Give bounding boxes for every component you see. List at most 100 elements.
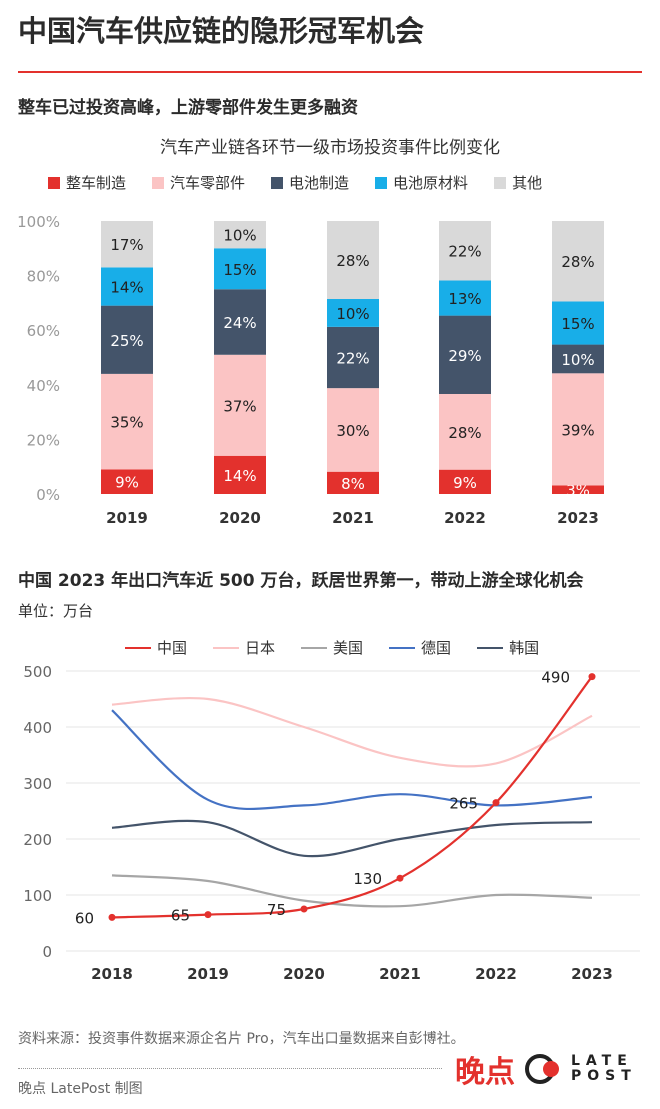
y-tick-label: 400 <box>23 719 52 737</box>
bar-segment <box>552 344 604 374</box>
legend-swatch <box>494 176 507 189</box>
data-point <box>204 911 212 919</box>
bar-segment <box>327 388 379 472</box>
bar-data-label: 10% <box>223 227 256 245</box>
bar-chart-title: 汽车产业链各环节一级市场投资事件比例变化 <box>160 138 500 158</box>
legend-label: 其他 <box>512 174 543 192</box>
bar-segment <box>101 267 153 306</box>
bar-data-label: 22% <box>448 243 481 261</box>
bar-segment <box>552 373 604 486</box>
y-tick-label: 200 <box>23 831 52 849</box>
bar-segment <box>327 326 379 389</box>
y-tick-label: 0% <box>36 486 60 504</box>
y-tick-label: 0 <box>42 943 52 961</box>
bar-data-label: 14% <box>223 467 256 485</box>
bar-segment <box>101 373 153 470</box>
section-heading-exports: 中国 2023 年出口汽车近 500 万台，跃居世界第一，带动上游全球化机会 <box>18 571 584 591</box>
page-title: 中国汽车供应链的隐形冠军机会 <box>18 14 425 48</box>
data-point <box>300 905 308 913</box>
y-tick-label: 80% <box>27 268 60 286</box>
legend-label: 德国 <box>421 639 452 657</box>
x-tick-label: 2018 <box>91 965 133 983</box>
data-label: 60 <box>75 909 94 927</box>
data-label: 265 <box>449 795 478 813</box>
legend-item: 德国 <box>389 637 451 658</box>
bar-data-label: 8% <box>341 475 365 493</box>
bar-segment <box>327 471 379 494</box>
dotted-divider <box>18 1068 442 1069</box>
y-tick-label: 100% <box>17 213 60 231</box>
legend-line <box>213 646 240 649</box>
data-label: 490 <box>541 669 570 687</box>
unit-label: 单位：万台 <box>18 602 94 620</box>
bar-data-label: 28% <box>448 424 481 442</box>
bar-data-label: 17% <box>110 236 143 254</box>
legend-label: 日本 <box>245 639 276 657</box>
series-line-日本 <box>111 696 593 768</box>
bar-segment <box>552 485 604 494</box>
x-tick-label: 2021 <box>379 965 421 983</box>
x-tick-label: 2019 <box>187 965 229 983</box>
bar-data-label: 15% <box>223 261 256 279</box>
bar-data-label: 10% <box>561 351 594 369</box>
bar-data-label: 24% <box>223 314 256 332</box>
legend-item: 中国 <box>125 637 187 658</box>
legend-label: 中国 <box>157 639 188 657</box>
legend-label: 汽车零部件 <box>170 174 246 192</box>
y-tick-label: 40% <box>27 377 60 395</box>
latepost-logo: 晚点 LATE POST <box>455 1047 637 1091</box>
bar-segment <box>214 455 266 494</box>
series-line-美国 <box>111 874 593 908</box>
legend-swatch <box>375 176 388 189</box>
title-divider <box>18 71 642 73</box>
bar-segment <box>552 221 604 302</box>
bar-data-label: 3% <box>566 482 590 500</box>
legend-line <box>125 646 151 649</box>
bar-data-label: 29% <box>448 347 481 365</box>
legend-item: 韩国 <box>477 637 539 658</box>
bar-segment <box>439 393 491 470</box>
legend-label: 整车制造 <box>66 174 127 192</box>
bar-data-label: 25% <box>110 332 143 350</box>
x-tick-label: 2020 <box>219 509 261 527</box>
bar-segment <box>214 354 266 456</box>
legend-line <box>301 646 328 649</box>
bar-segment <box>214 221 266 249</box>
series-line-韩国 <box>111 819 593 858</box>
bar-segment <box>214 248 266 290</box>
y-tick-label: 60% <box>27 322 60 340</box>
data-label: 130 <box>353 870 382 888</box>
credit: 晚点 LatePost 制图 <box>18 1081 143 1097</box>
bar-segment <box>101 469 153 494</box>
legend-line <box>477 646 504 649</box>
line-legend: 中国 日本 美国 德国 韩国 <box>125 637 539 658</box>
legend-item: 整车制造 <box>48 172 126 193</box>
bar-data-label: 9% <box>115 474 139 492</box>
x-tick-label: 2023 <box>571 965 613 983</box>
bar-data-label: 14% <box>110 279 143 297</box>
legend-label: 电池原材料 <box>393 174 469 192</box>
bar-segment <box>101 305 153 374</box>
legend-item: 汽车零部件 <box>152 172 245 193</box>
bar-data-label: 15% <box>561 315 594 333</box>
data-point <box>396 874 404 882</box>
legend-swatch <box>271 176 284 189</box>
bar-legend: 整车制造 汽车零部件 电池制造 电池原材料 其他 <box>48 172 542 193</box>
legend-swatch <box>152 176 165 189</box>
bar-data-label: 10% <box>336 305 369 323</box>
line-chart: 0 100 200 300 400 500 2018 2019 2020 2021 2022 2023… <box>23 663 640 983</box>
y-tick-label: 20% <box>27 431 60 449</box>
logo-cn: 晚点 <box>455 1055 515 1090</box>
y-tick-label: 100 <box>23 887 52 905</box>
section-heading-investment: 整车已过投资高峰，上游零部件发生更多融资 <box>18 98 358 118</box>
bar-chart: 0% 20% 40% 60% 80% 100% 9% 35% 25% 14% 17% 2019 14% 3… <box>17 213 604 527</box>
legend-swatch <box>48 176 60 189</box>
data-label: 65 <box>171 907 190 925</box>
logo-en-2: POST <box>571 1068 637 1084</box>
series-line-德国 <box>111 709 593 811</box>
bar-segment <box>214 289 266 355</box>
data-point <box>588 673 596 681</box>
x-tick-label: 2022 <box>475 965 517 983</box>
bar-data-label: 37% <box>223 397 256 415</box>
